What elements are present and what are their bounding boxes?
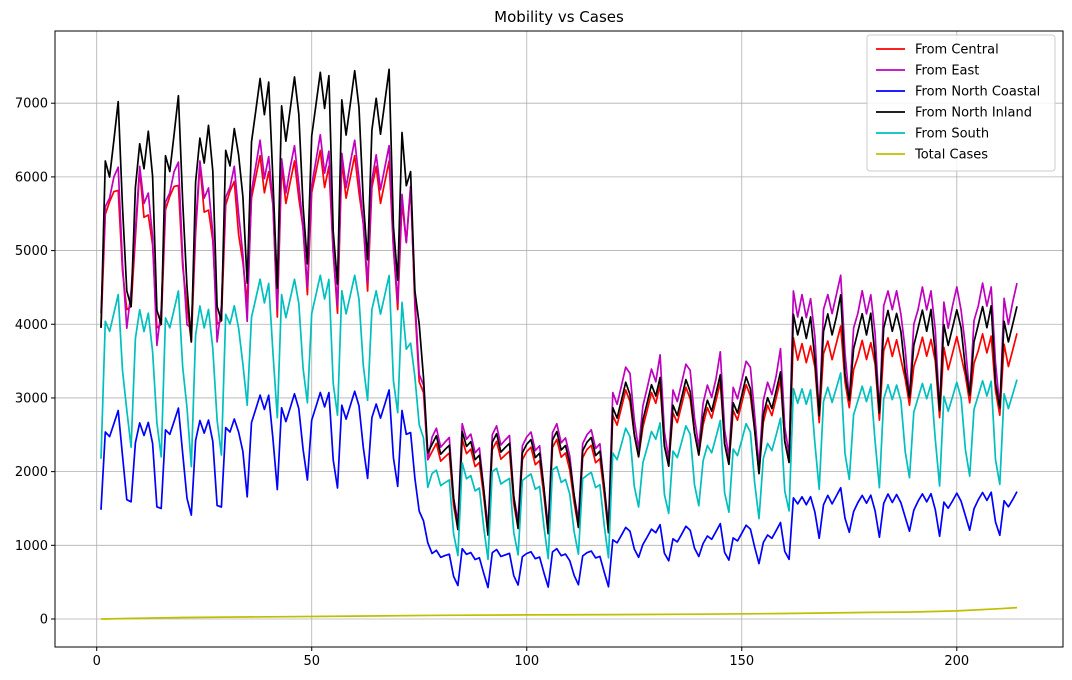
- x-tick-label: 0: [93, 654, 101, 669]
- series-line-from-north-coastal: [100, 389, 1018, 589]
- y-tick-label: 2000: [15, 465, 48, 480]
- x-tick-label: 150: [729, 654, 754, 669]
- y-tick-label: 3000: [15, 391, 48, 406]
- series-line-from-south: [100, 274, 1018, 561]
- series-lines: [100, 68, 1018, 620]
- series-line-total-cases: [100, 606, 1018, 620]
- y-tick-label: 6000: [15, 170, 48, 185]
- legend-label-from-central: From Central: [915, 43, 999, 58]
- x-tick-label: 200: [944, 654, 969, 669]
- legend: From Central From East From North Coastal F…: [866, 34, 1056, 172]
- series-line-from-north-inland: [100, 68, 1018, 536]
- y-tick-label: 7000: [15, 97, 48, 112]
- plot-frame: [54, 30, 1064, 648]
- x-tick-label: 50: [303, 654, 320, 669]
- legend-label-from-south: From South: [915, 127, 989, 142]
- legend-label-from-north-inland: From North Inland: [915, 106, 1032, 121]
- y-tick-label: 1000: [15, 539, 48, 554]
- legend-box: [866, 34, 1056, 172]
- series-line-from-central: [100, 149, 1018, 536]
- x-tick-label: 100: [514, 654, 539, 669]
- series-line-from-east: [100, 133, 1018, 529]
- chart-title: Mobility vs Cases: [494, 8, 624, 26]
- y-tick-label: 5000: [15, 244, 48, 259]
- y-tick-label: 4000: [15, 318, 48, 333]
- legend-label-from-east: From East: [915, 64, 979, 79]
- y-tick-label: 0: [40, 613, 48, 628]
- legend-label-total-cases: Total Cases: [914, 148, 988, 163]
- axis-ticks: 0 50 100 150 2000100020003000400050006000700…: [15, 97, 969, 669]
- legend-label-from-north-coastal: From North Coastal: [915, 85, 1040, 100]
